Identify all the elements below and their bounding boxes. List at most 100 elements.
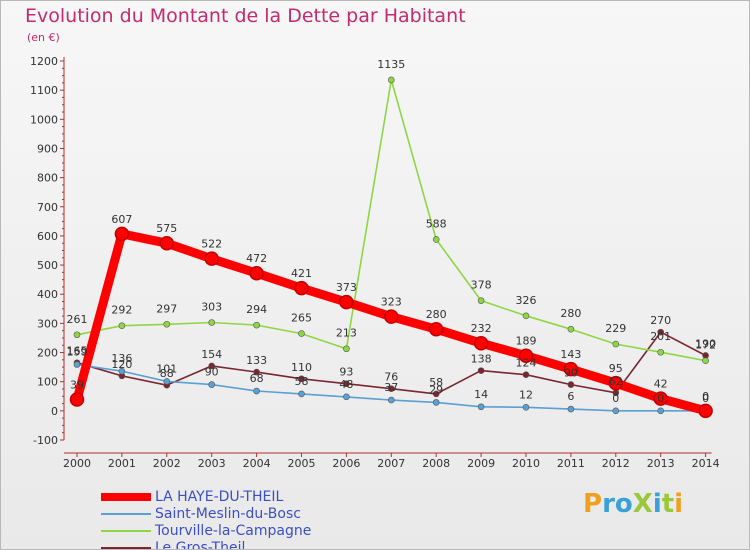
data-point xyxy=(118,367,126,375)
data-label: 0 xyxy=(702,390,709,403)
legend-label: LA HAYE-DU-THEIL xyxy=(155,488,284,505)
data-label: 575 xyxy=(156,222,177,235)
legend-label: Saint-Meslin-du-Bosc xyxy=(155,505,301,522)
legend-item-tourville-la-campagne: Tourville-la-Campagne xyxy=(101,522,311,539)
x-tick-label: 2004 xyxy=(243,457,271,470)
data-label: 280 xyxy=(560,307,581,320)
data-label: 280 xyxy=(426,308,447,321)
data-point xyxy=(522,312,530,320)
data-label: 48 xyxy=(339,378,353,391)
data-point xyxy=(163,320,171,328)
data-label: 93 xyxy=(339,366,353,379)
data-point xyxy=(432,390,440,398)
data-label: 292 xyxy=(111,304,132,317)
data-point xyxy=(522,404,530,411)
data-label: 378 xyxy=(471,279,492,292)
data-label: 143 xyxy=(560,348,581,361)
data-label: 39 xyxy=(70,378,84,391)
logo-letter: r xyxy=(602,489,615,519)
data-label: 588 xyxy=(426,217,447,230)
data-point xyxy=(253,368,260,376)
data-point xyxy=(473,335,489,351)
data-label: 172 xyxy=(695,339,716,352)
data-point xyxy=(114,226,130,242)
data-label: 373 xyxy=(336,281,357,294)
y-tick-label: 800 xyxy=(37,172,58,185)
data-point xyxy=(253,387,260,395)
logo-letter: t xyxy=(661,489,675,519)
logo-letter: X xyxy=(632,489,653,519)
data-point xyxy=(657,348,665,356)
x-tick-label: 2008 xyxy=(422,457,450,470)
data-point xyxy=(253,321,260,329)
data-label: 1135 xyxy=(377,58,405,71)
data-label: 29 xyxy=(429,383,443,396)
y-tick-label: 200 xyxy=(37,347,58,360)
data-point xyxy=(384,309,399,324)
data-point xyxy=(432,399,440,406)
data-point xyxy=(477,403,485,411)
chart-title: Evolution du Montant de la Dette par Hab… xyxy=(25,5,466,27)
chart-legend: LA HAYE-DU-THEIL Saint-Meslin-du-Bosc To… xyxy=(101,488,311,549)
legend-swatch xyxy=(101,512,151,515)
data-label: 421 xyxy=(291,267,312,280)
data-label: 124 xyxy=(516,357,537,370)
data-label: 88 xyxy=(160,367,174,380)
data-label: 607 xyxy=(111,213,132,226)
data-label: 110 xyxy=(291,361,312,374)
data-point xyxy=(657,407,665,415)
data-point xyxy=(567,405,575,413)
x-tick-label: 2009 xyxy=(467,457,495,470)
data-label: 165 xyxy=(67,345,88,358)
x-tick-label: 2000 xyxy=(63,457,91,470)
data-label: 101 xyxy=(156,362,177,375)
data-label: 190 xyxy=(695,337,716,350)
data-point xyxy=(249,265,264,281)
data-point xyxy=(567,381,575,388)
data-point xyxy=(432,236,440,243)
legend-item-saint-meslin-du-bosc: Saint-Meslin-du-Bosc xyxy=(101,505,311,522)
data-label: 14 xyxy=(474,388,488,401)
data-label: 154 xyxy=(201,348,222,361)
data-point xyxy=(522,371,530,378)
x-tick-label: 2001 xyxy=(108,457,136,470)
data-point xyxy=(163,378,171,385)
axis-layer: -100010020030040050060070080090010001100… xyxy=(30,55,720,470)
data-point xyxy=(567,325,575,333)
data-point xyxy=(563,361,579,377)
data-label: 37 xyxy=(384,381,398,394)
legend-item-la-haye-du-theil: LA HAYE-DU-THEIL xyxy=(101,488,311,505)
data-point xyxy=(204,251,219,266)
data-label: 326 xyxy=(516,294,537,307)
y-tick-label: 1000 xyxy=(30,113,58,126)
data-label: 232 xyxy=(471,322,492,335)
legend-swatch xyxy=(101,529,151,532)
data-point xyxy=(702,357,709,365)
data-point xyxy=(343,393,350,401)
data-label-layer: 3960757552247242137332328023218914395420… xyxy=(67,58,717,405)
x-tick-label: 2005 xyxy=(288,457,316,470)
data-point xyxy=(298,390,305,398)
x-tick-label: 2010 xyxy=(512,457,540,470)
x-tick-label: 2003 xyxy=(198,457,226,470)
data-label: 133 xyxy=(246,354,267,367)
data-point xyxy=(612,407,620,415)
data-point xyxy=(653,391,668,406)
data-point xyxy=(477,367,485,374)
logo-letter: i xyxy=(674,489,684,519)
data-point xyxy=(298,375,305,383)
data-label: 303 xyxy=(201,301,222,314)
data-point xyxy=(387,396,395,404)
logo-letter: o xyxy=(614,489,633,519)
data-label: 58 xyxy=(429,376,443,389)
data-label: 0 xyxy=(657,392,664,405)
x-tick-label: 2006 xyxy=(332,457,360,470)
proxiti-logo: ProXiti xyxy=(583,489,683,519)
data-point xyxy=(518,348,534,363)
data-label: 323 xyxy=(381,296,402,309)
data-label: 95 xyxy=(609,362,623,375)
data-point xyxy=(159,235,175,251)
data-point xyxy=(208,319,215,326)
